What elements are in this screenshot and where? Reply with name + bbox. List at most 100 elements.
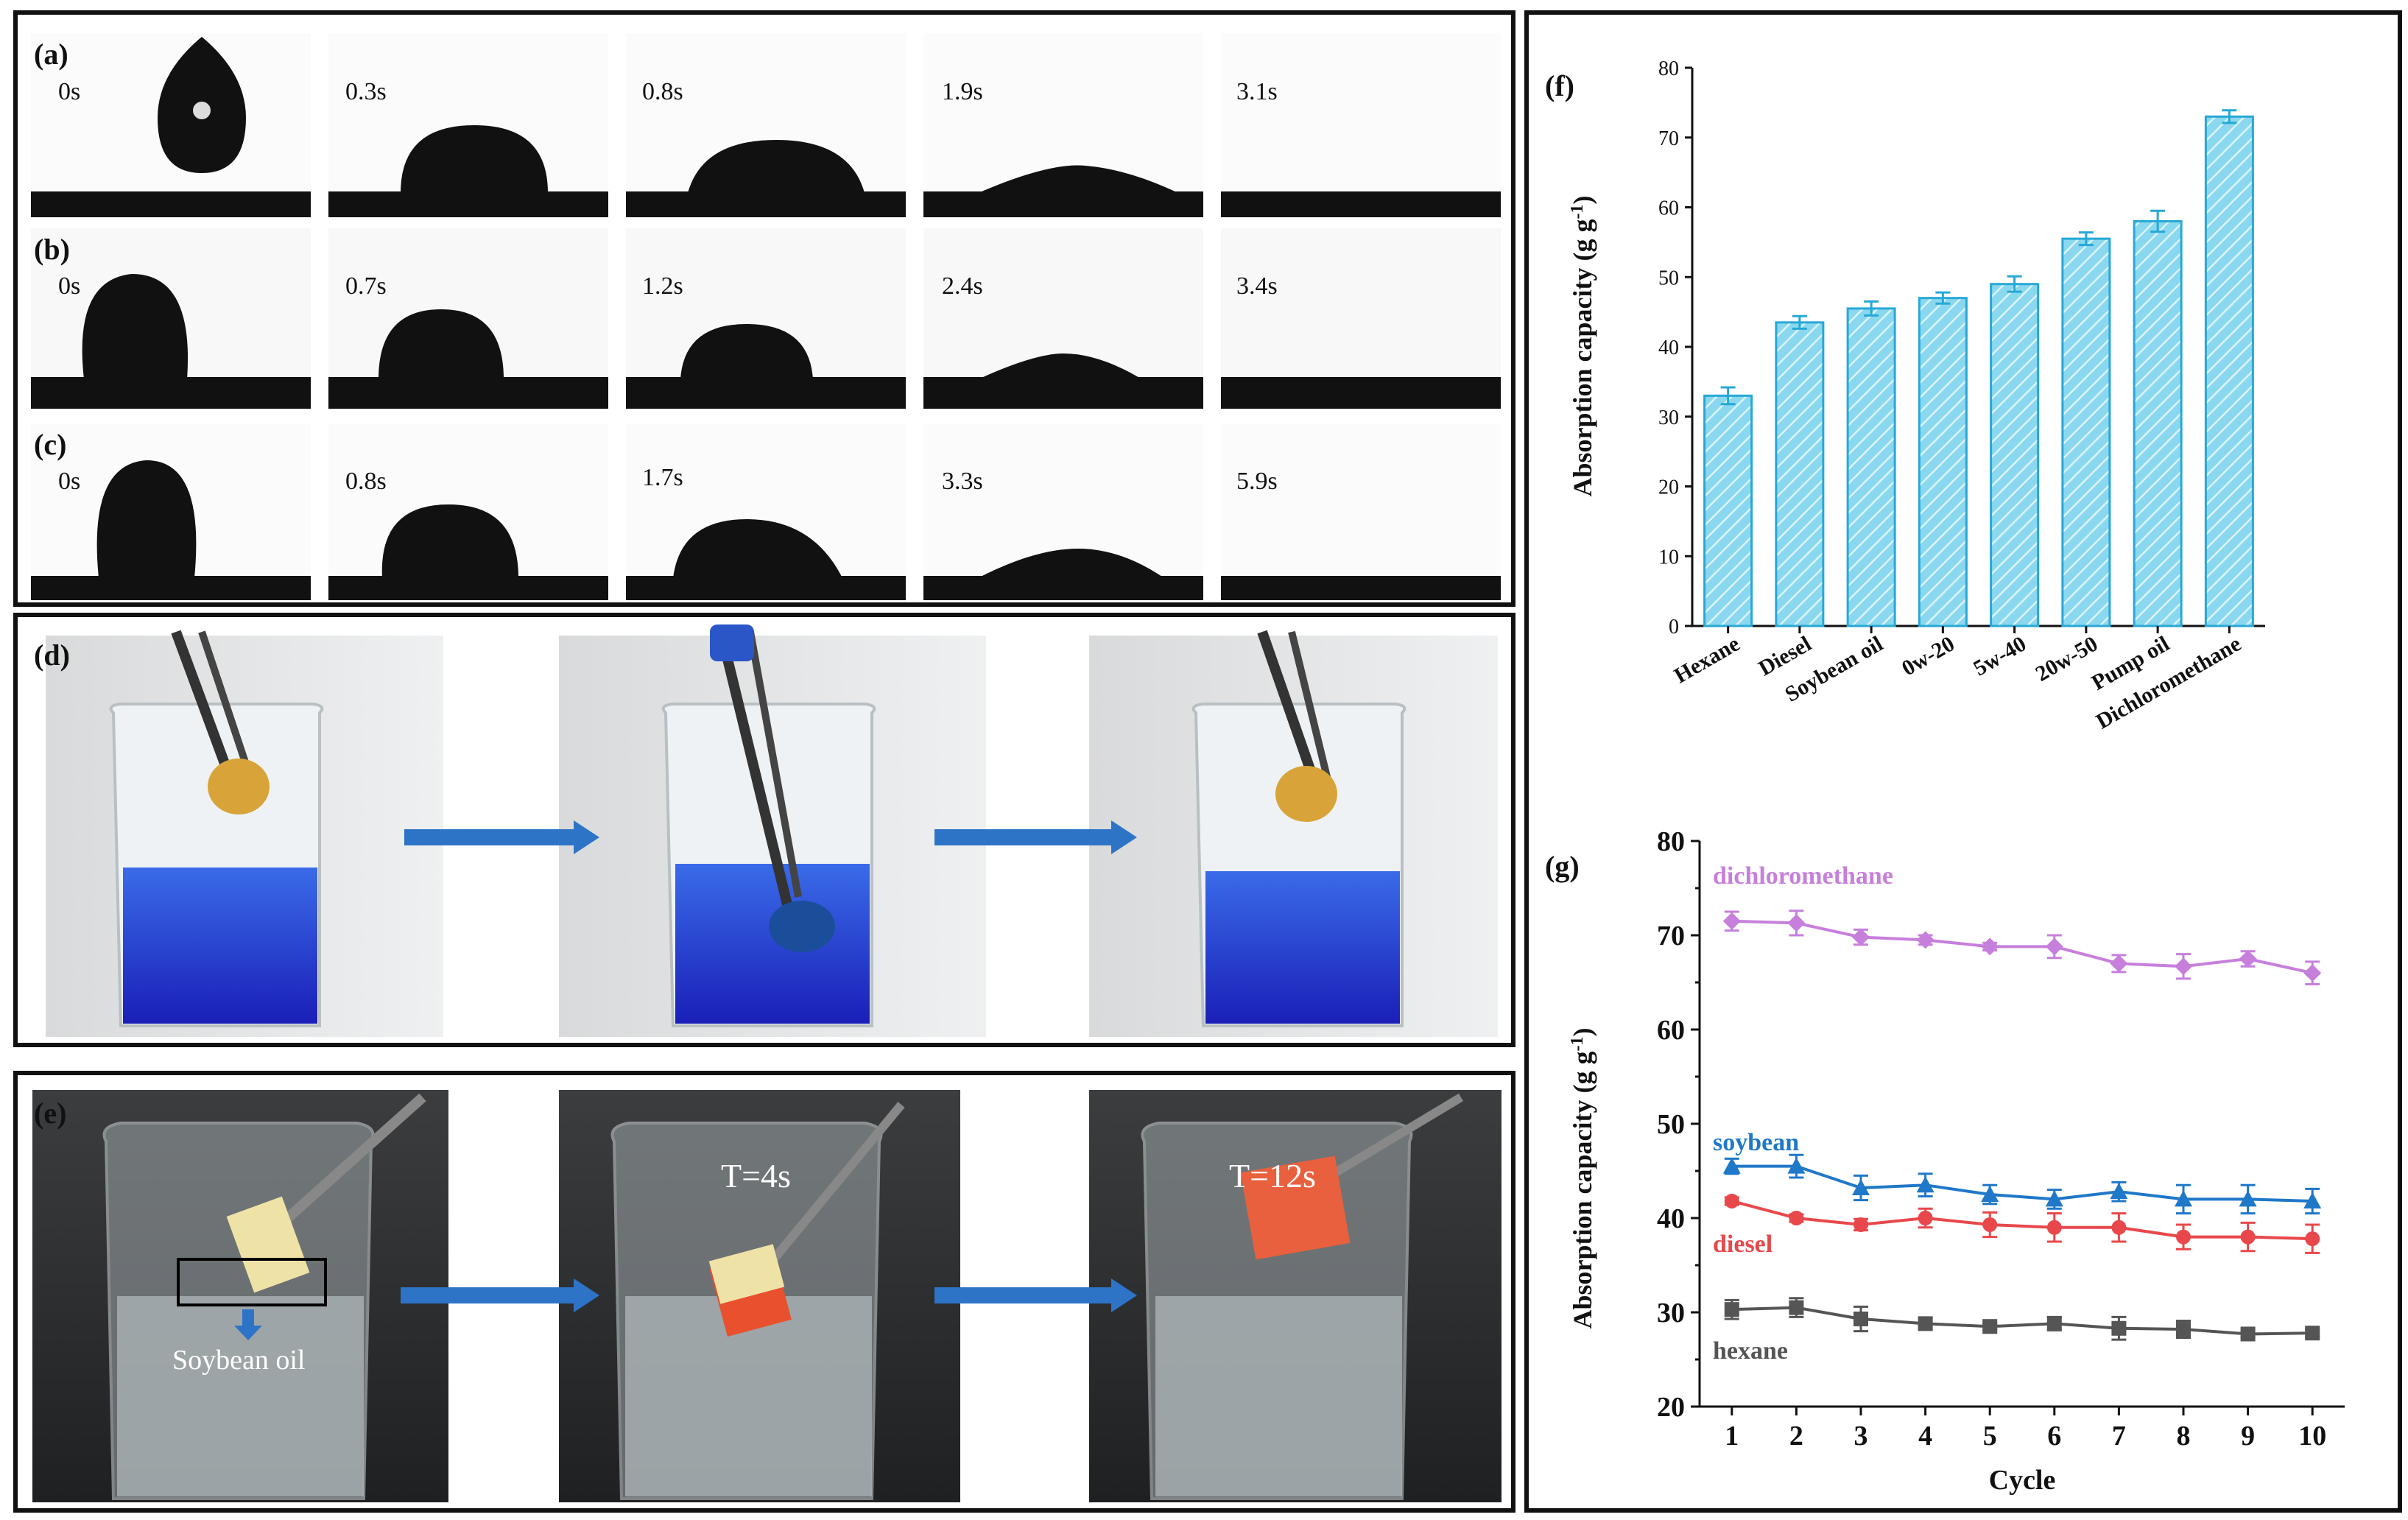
row-c [31,423,1501,600]
series-line-soybean [1731,1164,2313,1203]
series-label-soybean: soybean [1713,1129,1799,1156]
point-diesel [2046,1220,2062,1235]
point-hexane [1789,1300,1804,1315]
time-c4: 3.3s [942,468,983,495]
point-diesel [2111,1220,2127,1235]
panel-d-label: (d) [34,638,70,672]
chart-f-ylabel: Absorption capacity (g g-1) [1568,196,1597,497]
point-diesel [2176,1229,2191,1245]
panel-e: (e) Soybean oil T=4s T=12s [13,1071,1515,1513]
substrate-c2 [328,576,608,600]
point-hexane [2111,1320,2127,1336]
chart-f-ytick-label: 80 [1658,57,1679,80]
droplet-a2 [401,125,548,193]
series-line-hexane [1731,1306,2313,1336]
bar-hexane [1703,394,1753,627]
droplet-a4 [975,165,1181,194]
chart-f-ytick-label: 60 [1658,197,1679,220]
substrate-b2 [328,377,608,409]
chart-f-ytick-label: 40 [1658,337,1679,359]
point-hexane [2046,1316,2062,1331]
point-dichloromethane [1916,931,1935,949]
point-diesel [1982,1217,1998,1232]
chart-g-xtick-label: 10 [2298,1421,2326,1452]
frame-a5 [1221,33,1501,217]
droplet-b1 [82,274,189,379]
point-hexane [2176,1322,2191,1337]
point-soybean [2303,1192,2322,1208]
point-hexane [1918,1316,1933,1331]
sponge-d2 [769,901,835,952]
droplet-b2 [379,309,504,379]
time-b5: 3.4s [1236,272,1278,300]
point-dichloromethane [1787,914,1806,932]
substrate-c5 [1221,576,1501,600]
point-hexane [2305,1326,2320,1341]
point-dichloromethane [2303,964,2322,982]
bar-20w-50 [2061,237,2111,627]
photo-d2 [559,624,986,1037]
point-soybean [1981,1186,1999,1202]
substrate-c4 [923,576,1203,600]
panel-c-label: (c) [34,428,67,461]
panel-e-photos [32,1090,1502,1502]
chart-g-xlabel: Cycle [1989,1465,2056,1496]
substrate-b1 [31,377,311,409]
chart-f-xtick-label: 5w-40 [1969,631,2030,680]
chart-g: (g) Absorption capacity (g g-1) Cycle 20… [1545,826,2345,1496]
point-soybean [1787,1157,1806,1174]
chart-f-xtick-label: Hexane [1670,631,1744,688]
photo-d3 [1089,630,1498,1037]
panel-abc: (a) (b) (c) 0s 0.3s 0.8s 1.9s 3.1s 0s 0.… [13,10,1515,607]
time-c3: 1.7s [642,464,683,491]
panel-a-label: (a) [34,38,68,71]
frame-c5 [1221,423,1501,600]
chart-f-ytick-label: 50 [1658,267,1679,289]
bar-pump-oil [2133,219,2183,627]
chart-f: (f) Absorption capacity (g g-1) 0 10 20 30 4… [1545,57,2265,734]
blue-liquid-d3 [1205,871,1400,1024]
substrate-c1 [31,576,311,600]
point-soybean [1852,1179,1870,1196]
substrate-c3 [626,576,906,600]
series-line-diesel [1731,1200,2313,1241]
photo-e2 [559,1090,960,1502]
blue-liquid-d2 [675,864,870,1024]
point-diesel [2305,1231,2320,1247]
point-hexane [1982,1319,1998,1334]
photo-d1 [46,630,443,1037]
chart-g-ytick-label: 60 [1657,1015,1685,1046]
chart-g-ylabel: Absorption capacity (g g-1) [1568,1028,1597,1329]
point-dichloromethane [2045,937,2063,956]
chart-f-ytick-label: 0 [1669,616,1679,638]
chart-f-ytick-label: 10 [1658,546,1679,569]
point-dichloromethane [2175,957,2192,976]
substrate-b5 [1221,377,1501,409]
droplet-c4 [975,549,1166,580]
chart-g-xtick-label: 7 [2112,1421,2126,1452]
time-a2: 0.3s [345,78,387,105]
droplet-c3 [673,519,842,578]
photo-e1 [32,1090,448,1502]
chart-g-xtick-label: 2 [1789,1421,1803,1452]
point-diesel [1918,1211,1933,1225]
substrate-a4 [923,191,1203,217]
bar-5w-40 [1990,283,2040,627]
blue-liquid-d1 [123,868,317,1024]
soybean-oil-annotation: Soybean oil [172,1345,306,1376]
substrate-a5 [1221,191,1501,217]
chart-g-ytick-label: 20 [1657,1392,1685,1423]
substrate-a3 [626,191,906,217]
sponge-e3 [1240,1155,1351,1260]
point-hexane [1724,1302,1739,1317]
point-hexane [2240,1326,2256,1342]
panel-d: (d) [13,613,1515,1047]
chart-g-ytick-label: 30 [1657,1298,1685,1329]
chart-g-xtick-label: 4 [1918,1421,1932,1452]
chart-f-ytick-label: 30 [1658,407,1679,429]
chart-g-ytick-label: 70 [1657,921,1685,951]
arrow-d2 [934,820,1137,854]
chart-f-ytick-label: 70 [1658,127,1679,150]
sponge-d1 [208,759,270,814]
chart-g-ytick-label: 80 [1657,826,1685,857]
